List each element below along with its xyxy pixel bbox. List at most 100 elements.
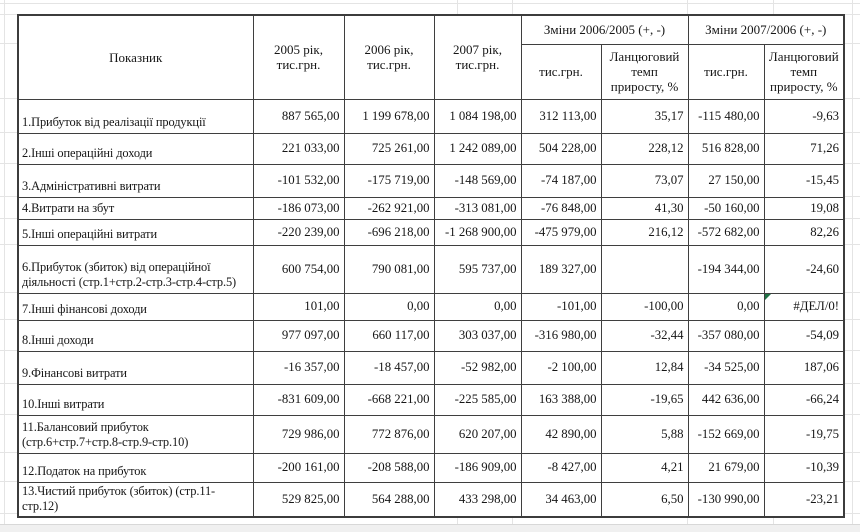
cell-value[interactable]: -66,24 bbox=[763, 383, 845, 416]
cell-value[interactable]: -152 669,00 bbox=[687, 414, 765, 454]
cell-value[interactable]: 82,26 bbox=[763, 218, 845, 246]
cell-value[interactable]: -1 268 900,00 bbox=[433, 218, 522, 246]
cell-value[interactable]: -130 990,00 bbox=[687, 481, 765, 518]
cell-value[interactable]: -831 609,00 bbox=[252, 383, 345, 416]
cell-value[interactable]: 42 890,00 bbox=[520, 414, 602, 454]
col-header-change1-rate[interactable]: Ланцюговий темп приросту, % bbox=[600, 43, 689, 100]
cell-value[interactable]: 504 228,00 bbox=[520, 132, 602, 165]
cell-value[interactable]: -16 357,00 bbox=[252, 350, 345, 385]
cell-value[interactable]: 0,00 bbox=[433, 292, 522, 321]
cell-label[interactable]: 6.Прибуток (збиток) від операційної діял… bbox=[17, 244, 254, 294]
cell-value[interactable]: -100,00 bbox=[600, 292, 689, 321]
cell-value[interactable]: -225 585,00 bbox=[433, 383, 522, 416]
cell-value[interactable]: 564 288,00 bbox=[343, 481, 435, 518]
cell-label[interactable]: 9.Фінансові витрати bbox=[17, 350, 254, 385]
cell-label[interactable]: 12.Податок на прибуток bbox=[17, 452, 254, 483]
cell-label[interactable]: 13.Чистий прибуток (збиток) (стр.11-стр.… bbox=[17, 481, 254, 518]
cell-value[interactable]: -186 909,00 bbox=[433, 452, 522, 483]
cell-value[interactable]: 660 117,00 bbox=[343, 319, 435, 352]
cell-value[interactable]: 228,12 bbox=[600, 132, 689, 165]
cell-value[interactable]: 516 828,00 bbox=[687, 132, 765, 165]
cell-value[interactable]: 41,30 bbox=[600, 196, 689, 220]
cell-value[interactable]: 101,00 bbox=[252, 292, 345, 321]
cell-value[interactable]: 442 636,00 bbox=[687, 383, 765, 416]
cell-value[interactable]: 977 097,00 bbox=[252, 319, 345, 352]
cell-value[interactable]: -10,39 bbox=[763, 452, 845, 483]
cell-value[interactable]: -76 848,00 bbox=[520, 196, 602, 220]
cell-value[interactable]: -220 239,00 bbox=[252, 218, 345, 246]
cell-value[interactable]: -52 982,00 bbox=[433, 350, 522, 385]
cell-value[interactable]: 790 081,00 bbox=[343, 244, 435, 294]
cell-value[interactable]: 19,08 bbox=[763, 196, 845, 220]
cell-value[interactable]: 4,21 bbox=[600, 452, 689, 483]
cell-value[interactable]: -262 921,00 bbox=[343, 196, 435, 220]
cell-label[interactable]: 2.Інші операційні доходи bbox=[17, 132, 254, 165]
cell-value[interactable]: -50 160,00 bbox=[687, 196, 765, 220]
cell-value[interactable]: 216,12 bbox=[600, 218, 689, 246]
cell-value[interactable]: 187,06 bbox=[763, 350, 845, 385]
cell-value[interactable]: -54,09 bbox=[763, 319, 845, 352]
cell-value[interactable]: -186 073,00 bbox=[252, 196, 345, 220]
cell-value[interactable]: -696 218,00 bbox=[343, 218, 435, 246]
cell-value[interactable]: 529 825,00 bbox=[252, 481, 345, 518]
cell-value[interactable]: 73,07 bbox=[600, 163, 689, 198]
col-header-change1-abs[interactable]: тис.грн. bbox=[520, 43, 602, 100]
cell-value[interactable]: -19,65 bbox=[600, 383, 689, 416]
cell-value[interactable]: 1 242 089,00 bbox=[433, 132, 522, 165]
col-header-change2-abs[interactable]: тис.грн. bbox=[687, 43, 765, 100]
cell-value[interactable]: -357 080,00 bbox=[687, 319, 765, 352]
cell-value[interactable]: -668 221,00 bbox=[343, 383, 435, 416]
cell-value[interactable]: -24,60 bbox=[763, 244, 845, 294]
cell-value-error[interactable]: #ДЕЛ/0! bbox=[763, 292, 845, 321]
cell-value[interactable]: 303 037,00 bbox=[433, 319, 522, 352]
cell-value[interactable]: -572 682,00 bbox=[687, 218, 765, 246]
cell-value[interactable]: 0,00 bbox=[343, 292, 435, 321]
col-header-2007[interactable]: 2007 рік, тис.грн. bbox=[433, 14, 522, 100]
cell-value[interactable]: -175 719,00 bbox=[343, 163, 435, 198]
cell-value[interactable]: 725 261,00 bbox=[343, 132, 435, 165]
cell-value[interactable]: -2 100,00 bbox=[520, 350, 602, 385]
cell-value[interactable]: -15,45 bbox=[763, 163, 845, 198]
cell-value[interactable]: -313 081,00 bbox=[433, 196, 522, 220]
cell-value[interactable]: -74 187,00 bbox=[520, 163, 602, 198]
cell-value[interactable]: 887 565,00 bbox=[252, 98, 345, 134]
cell-value[interactable]: -148 569,00 bbox=[433, 163, 522, 198]
cell-label[interactable]: 1.Прибуток від реалізації продукції bbox=[17, 98, 254, 134]
col-group-change-2007-2006[interactable]: Зміни 2007/2006 (+, -) bbox=[687, 14, 845, 45]
cell-value[interactable]: -18 457,00 bbox=[343, 350, 435, 385]
cell-value[interactable]: 312 113,00 bbox=[520, 98, 602, 134]
cell-value[interactable]: 729 986,00 bbox=[252, 414, 345, 454]
cell-value[interactable]: 5,88 bbox=[600, 414, 689, 454]
cell-value[interactable]: 189 327,00 bbox=[520, 244, 602, 294]
cell-value[interactable]: -194 344,00 bbox=[687, 244, 765, 294]
cell-value[interactable]: 600 754,00 bbox=[252, 244, 345, 294]
cell-value[interactable]: -101 532,00 bbox=[252, 163, 345, 198]
cell-label[interactable]: 8.Інші доходи bbox=[17, 319, 254, 352]
cell-value[interactable]: -32,44 bbox=[600, 319, 689, 352]
cell-value[interactable]: 34 463,00 bbox=[520, 481, 602, 518]
cell-label[interactable]: 4.Витрати на збут bbox=[17, 196, 254, 220]
cell-value[interactable]: -19,75 bbox=[763, 414, 845, 454]
cell-value-empty[interactable] bbox=[600, 244, 689, 294]
cell-value[interactable]: 21 679,00 bbox=[687, 452, 765, 483]
cell-value[interactable]: 772 876,00 bbox=[343, 414, 435, 454]
cell-value[interactable]: 1 199 678,00 bbox=[343, 98, 435, 134]
cell-value[interactable]: 221 033,00 bbox=[252, 132, 345, 165]
col-header-2005[interactable]: 2005 рік, тис.грн. bbox=[252, 14, 345, 100]
cell-label[interactable]: 7.Інші фінансові доходи bbox=[17, 292, 254, 321]
cell-value[interactable]: 163 388,00 bbox=[520, 383, 602, 416]
col-header-2006[interactable]: 2006 рік, тис.грн. bbox=[343, 14, 435, 100]
cell-value[interactable]: -101,00 bbox=[520, 292, 602, 321]
cell-value[interactable]: -23,21 bbox=[763, 481, 845, 518]
cell-label[interactable]: 11.Балансовий прибуток (стр.6+стр.7+стр.… bbox=[17, 414, 254, 454]
cell-value[interactable]: 433 298,00 bbox=[433, 481, 522, 518]
cell-value[interactable]: 595 737,00 bbox=[433, 244, 522, 294]
cell-value[interactable]: 35,17 bbox=[600, 98, 689, 134]
cell-value[interactable]: 6,50 bbox=[600, 481, 689, 518]
cell-value[interactable]: -475 979,00 bbox=[520, 218, 602, 246]
cell-value[interactable]: -316 980,00 bbox=[520, 319, 602, 352]
cell-value[interactable]: -8 427,00 bbox=[520, 452, 602, 483]
cell-value[interactable]: 1 084 198,00 bbox=[433, 98, 522, 134]
col-header-indicator[interactable]: Показник bbox=[17, 14, 254, 100]
cell-value[interactable]: -208 588,00 bbox=[343, 452, 435, 483]
